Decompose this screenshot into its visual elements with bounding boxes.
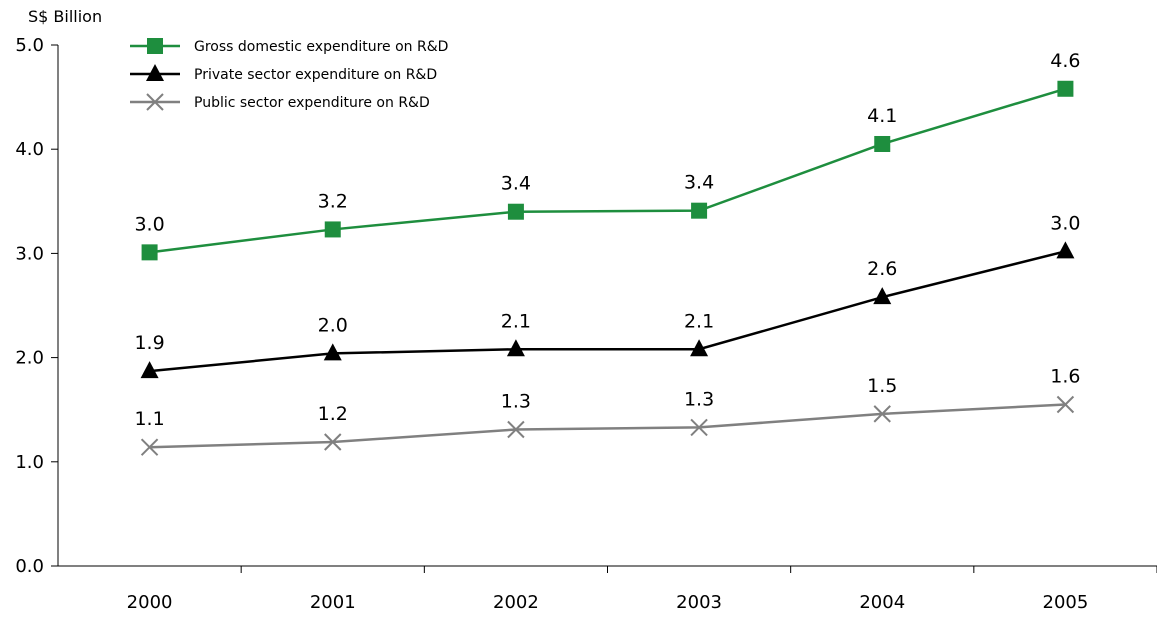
data-label: 3.0: [1050, 212, 1080, 234]
data-label: 1.9: [134, 332, 164, 354]
data-label: 3.0: [134, 213, 164, 235]
legend-item: Public sector expenditure on R&D: [130, 93, 430, 111]
x-tick-label: 2001: [310, 592, 356, 613]
legend-label: Gross domestic expenditure on R&D: [194, 39, 448, 55]
data-label: 1.3: [684, 388, 714, 410]
data-label: 4.6: [1050, 50, 1080, 72]
data-label: 1.6: [1050, 365, 1080, 387]
data-point: [1056, 395, 1075, 414]
data-label: 1.5: [867, 375, 897, 397]
data-point: [506, 339, 525, 357]
data-point: [140, 438, 159, 456]
data-label: 4.1: [867, 105, 897, 127]
data-point: [1056, 241, 1075, 259]
legend-marker: [146, 64, 164, 81]
data-point: [140, 361, 159, 379]
data-point: [324, 221, 341, 238]
data-point: [507, 420, 525, 439]
x-tick-label: 2003: [676, 592, 722, 613]
series-layer: 3.03.23.4 3.44.14.61.92.0 2.1 2.12.63.01.1 1…: [134, 50, 1081, 456]
series-2: 1.9 2.0 2.1 2.1 2.6 3.0: [134, 212, 1081, 379]
data-point: [874, 135, 891, 152]
data-point: [690, 418, 708, 437]
data-label: 3.4: [501, 173, 531, 195]
x-tick-label: 2000: [127, 592, 173, 613]
data-point: [873, 287, 892, 305]
data-point: [690, 339, 709, 357]
y-tick-label: 1.0: [15, 452, 44, 473]
data-label: 3.2: [318, 190, 348, 212]
x-tick-label: 2004: [859, 592, 905, 613]
series-1: 3.0 3.2 3.4 3.4 4.1 4.6: [134, 50, 1081, 261]
legend-item: Private sector expenditure on R&D: [130, 64, 437, 83]
data-point: [507, 203, 524, 220]
data-label: 2.1: [501, 310, 531, 332]
data-label: 2.6: [867, 258, 897, 280]
series-line: [149, 250, 1066, 373]
x-tick-label: 2002: [493, 592, 539, 613]
legend-label: Private sector expenditure on R&D: [194, 67, 437, 83]
legend: Gross domestic expenditure on R&D Private…: [130, 38, 448, 111]
series-3: 1.1 1.2 1.3 1.3 1.5 1.6: [134, 365, 1081, 456]
data-label: 3.4: [684, 172, 714, 194]
legend-label: Public sector expenditure on R&D: [194, 95, 430, 111]
data-label: 1.3: [501, 390, 531, 412]
data-point: [141, 244, 158, 261]
data-point: [873, 405, 891, 423]
y-axis-unit-label: S$ Billion: [28, 7, 102, 26]
data-label: 2.1: [684, 310, 714, 332]
series-line: [149, 87, 1066, 254]
legend-marker: [146, 93, 164, 111]
data-label: 2.0: [318, 314, 348, 336]
y-tick-label: 5.0: [15, 35, 44, 56]
data-label: 1.2: [318, 403, 348, 425]
x-tick-label: 2005: [1043, 592, 1089, 613]
data-label: 1.1: [134, 408, 164, 430]
data-point: [691, 202, 708, 219]
y-tick-label: 2.0: [15, 348, 44, 369]
data-point: [1057, 80, 1074, 97]
axes: 0.0 1.0 2.0 3.0 4.0 5.0 2000 2001 2002 2003 2004 20…: [15, 35, 1157, 613]
legend-marker: [147, 38, 163, 54]
data-point: [324, 433, 342, 451]
y-tick-label: 0.0: [15, 556, 44, 577]
series-line: [149, 403, 1066, 449]
legend-item: Gross domestic expenditure on R&D: [130, 38, 448, 55]
y-tick-label: 4.0: [15, 139, 44, 160]
data-point: [323, 343, 342, 361]
y-tick-label: 3.0: [15, 243, 44, 264]
